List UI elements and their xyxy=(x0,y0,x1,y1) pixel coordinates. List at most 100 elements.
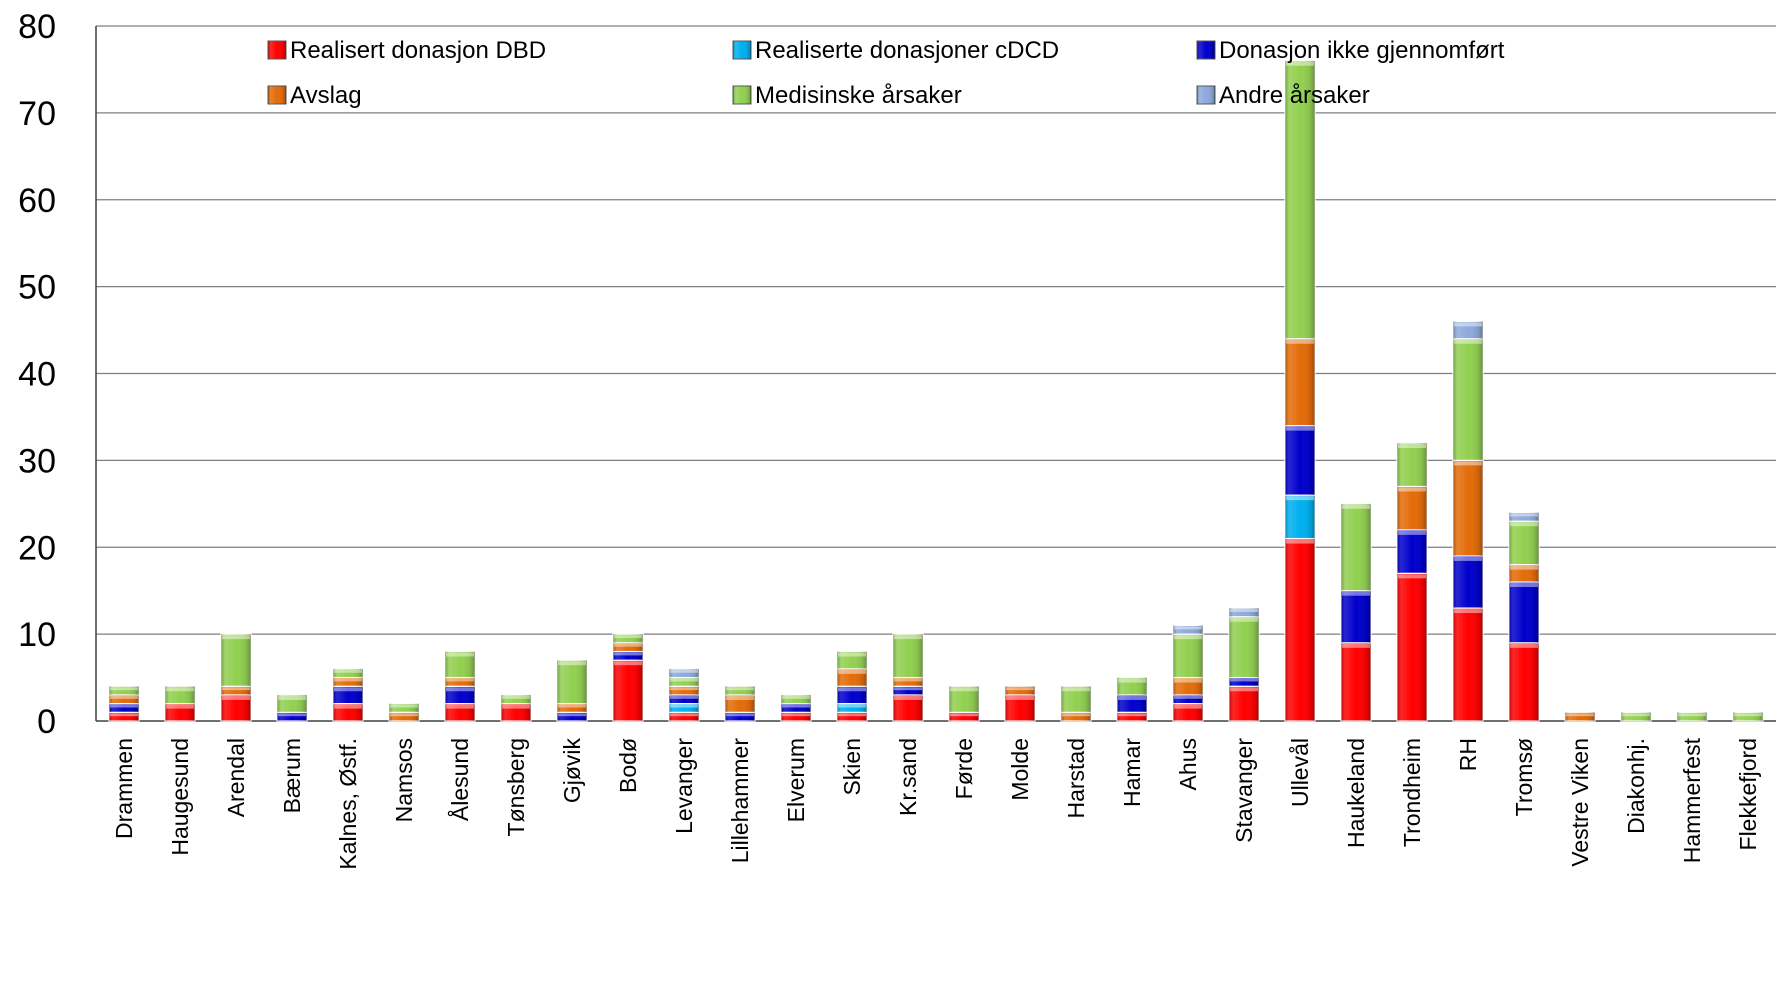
bar-segment xyxy=(556,659,588,705)
legend: Realisert donasjon DBD Realiserte donasjo… xyxy=(267,37,1505,109)
bar-segment xyxy=(388,711,420,722)
bar-segment xyxy=(1116,676,1148,696)
bar-segment xyxy=(1508,511,1540,522)
bar-segment xyxy=(1116,694,1148,713)
bar-segment xyxy=(1228,685,1260,722)
bar-segment xyxy=(108,685,140,696)
x-tick-label: Drammen xyxy=(111,738,137,839)
x-tick-label: Ahus xyxy=(1175,738,1201,790)
bar-segment xyxy=(164,703,196,722)
x-tick-label: Namsos xyxy=(391,738,417,822)
x-tick-label: Stavanger xyxy=(1231,738,1257,843)
x-tick-label: RH xyxy=(1455,738,1481,771)
x-tick-label: Skien xyxy=(839,738,865,796)
bar-segment xyxy=(780,711,812,722)
x-tick-label: Gjøvik xyxy=(559,738,585,804)
bar-segment xyxy=(948,711,980,722)
bar-segment xyxy=(220,685,252,696)
bar-segment xyxy=(1228,607,1260,618)
bar-segment xyxy=(556,703,588,713)
bar-segment xyxy=(1172,676,1204,696)
x-tick-label: Diakonhj. xyxy=(1623,738,1649,834)
bar-segment xyxy=(836,711,868,722)
bar-segment xyxy=(1396,572,1428,722)
bar-segment xyxy=(388,703,420,713)
x-tick-label: Førde xyxy=(951,738,977,799)
bar-segment xyxy=(556,711,588,722)
legend-label: Medisinske årsaker xyxy=(755,82,962,109)
bar-segment xyxy=(1452,338,1484,461)
bar-segment xyxy=(668,668,700,679)
x-tick-label: Vestre Viken xyxy=(1567,738,1593,867)
y-tick-label: 70 xyxy=(18,95,56,133)
x-tick-label: Trondheim xyxy=(1399,738,1425,847)
bar-segment xyxy=(836,703,868,713)
bar-segment xyxy=(1340,503,1372,592)
x-tick-label: Flekkefjord xyxy=(1735,738,1761,850)
bars xyxy=(108,60,1764,722)
bar-segment xyxy=(108,703,140,713)
bar-segment xyxy=(1172,703,1204,722)
bar-segment xyxy=(500,694,532,705)
bar-segment xyxy=(892,685,924,696)
y-tick-label: 10 xyxy=(18,616,56,654)
bar-segment xyxy=(1284,338,1316,427)
x-tick-label: Bodø xyxy=(615,738,641,793)
bar-segment xyxy=(1676,711,1708,722)
bar-segment xyxy=(444,676,476,687)
y-tick-label: 80 xyxy=(18,8,56,46)
bar-segment xyxy=(444,703,476,722)
bar-segment xyxy=(724,685,756,696)
bar-segment xyxy=(1228,616,1260,679)
legend-label: Donasjon ikke gjennomført xyxy=(1219,37,1505,64)
bar-segment xyxy=(836,650,868,670)
legend-item: Donasjon ikke gjennomført xyxy=(1196,37,1505,64)
bar-segment xyxy=(1452,555,1484,609)
bar-segment xyxy=(724,694,756,713)
x-tick-label: Ullevål xyxy=(1287,738,1313,807)
y-axis-ticks: 0 10 20 30 40 50 60 70 80 xyxy=(18,8,56,741)
y-tick-label: 30 xyxy=(18,442,56,480)
bar-segment xyxy=(668,694,700,705)
x-tick-label: Kalnes, Østf. xyxy=(335,738,361,870)
x-tick-label: Tønsberg xyxy=(503,738,529,836)
legend-item: Avslag xyxy=(267,82,362,109)
x-tick-label: Tromsø xyxy=(1511,738,1537,816)
x-tick-label: Haukeland xyxy=(1343,738,1369,848)
x-tick-label: Lillehammer xyxy=(727,738,753,864)
bar-segment xyxy=(332,668,364,679)
bar-segment xyxy=(1452,459,1484,557)
legend-label: Andre årsaker xyxy=(1219,82,1370,109)
bar-segment xyxy=(836,668,868,687)
x-tick-label: Bærum xyxy=(279,738,305,813)
legend-label: Realisert donasjon DBD xyxy=(290,37,546,64)
bar-segment xyxy=(1284,60,1316,340)
bar-segment xyxy=(1172,624,1204,635)
bar-segment xyxy=(1004,694,1036,722)
bar-segment xyxy=(1396,442,1428,488)
bar-segment xyxy=(612,650,644,661)
x-tick-label: Arendal xyxy=(223,738,249,817)
bar-segment xyxy=(780,694,812,705)
x-tick-label: Hammerfest xyxy=(1679,737,1705,863)
bar-segment xyxy=(1116,711,1148,722)
bar-segment xyxy=(332,703,364,722)
bar-segment xyxy=(444,650,476,679)
bar-segment xyxy=(108,711,140,722)
bar-segment xyxy=(108,694,140,705)
legend-label: Realiserte donasjoner cDCD xyxy=(755,37,1059,64)
bar-segment xyxy=(1508,564,1540,583)
bar-segment xyxy=(1172,694,1204,705)
bar-segment xyxy=(612,659,644,722)
bar-segment xyxy=(668,685,700,696)
bar-segment xyxy=(220,694,252,722)
bar-segment xyxy=(1508,520,1540,566)
x-axis-labels: Drammen Haugesund Arendal Bærum Kalnes, Østf… xyxy=(111,737,1761,869)
bar-segment xyxy=(948,685,980,713)
legend-item: Medisinske årsaker xyxy=(732,82,962,109)
y-tick-label: 50 xyxy=(18,269,56,307)
x-tick-label: Molde xyxy=(1007,738,1033,801)
bar-segment xyxy=(1060,711,1092,722)
x-tick-label: Kr.sand xyxy=(895,738,921,816)
